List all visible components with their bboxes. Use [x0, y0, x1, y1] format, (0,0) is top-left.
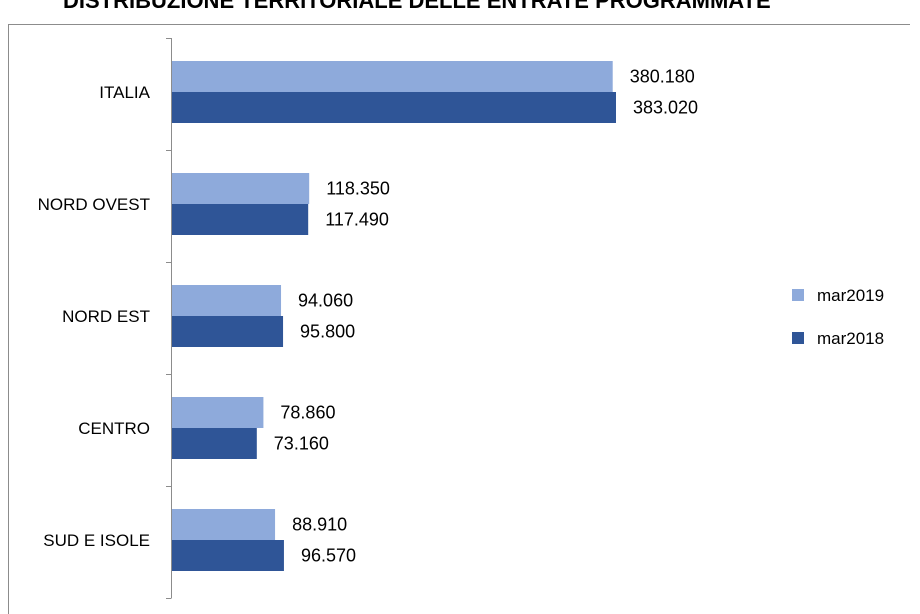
data-label: 118.350: [326, 179, 390, 199]
data-label: 88.910: [292, 515, 347, 535]
legend: mar2019 mar2018: [792, 286, 884, 348]
category-label: NORD OVEST: [38, 195, 150, 214]
chart-title-container: DISTRIBUZIONE TERRITORIALE DELLE ENTRATE…: [0, 0, 920, 18]
category-label: SUD E ISOLE: [43, 531, 150, 550]
bar-mar2018: [172, 316, 284, 347]
data-label: 380.180: [630, 67, 695, 87]
chart-frame: [8, 24, 910, 614]
category-label: ITALIA: [99, 83, 150, 102]
bars-layer: [172, 61, 616, 571]
data-label: 96.570: [301, 546, 356, 566]
bar-mar2019: [172, 173, 310, 204]
bar-mar2018: [172, 428, 257, 459]
legend-label: mar2019: [817, 286, 884, 305]
data-label: 95.800: [300, 322, 355, 342]
axis-layer: ITALIA NORD OVEST NORD EST CENTRO SUD E ISOL…: [38, 38, 172, 599]
data-label: 117.490: [325, 210, 389, 230]
category-label: NORD EST: [62, 307, 150, 326]
bar-mar2019: [172, 509, 276, 540]
labels-layer: 380.180 383.020 118.350 117.490 94.060 95.800…: [274, 67, 698, 566]
bar-mar2018: [172, 92, 616, 123]
data-label: 73.160: [274, 434, 329, 454]
bar-mar2019: [172, 397, 264, 428]
legend-swatch: [792, 332, 804, 344]
bar-mar2019: [172, 285, 282, 316]
data-label: 78.860: [280, 403, 335, 423]
category-label: CENTRO: [78, 419, 150, 438]
legend-label: mar2018: [817, 329, 884, 348]
data-label: 94.060: [298, 291, 353, 311]
chart-title: DISTRIBUZIONE TERRITORIALE DELLE ENTRATE…: [63, 0, 771, 13]
data-label: 383.020: [633, 98, 698, 118]
bar-mar2018: [172, 540, 284, 571]
bar-mar2018: [172, 204, 309, 235]
legend-swatch: [792, 289, 804, 301]
bar-mar2019: [172, 61, 613, 92]
